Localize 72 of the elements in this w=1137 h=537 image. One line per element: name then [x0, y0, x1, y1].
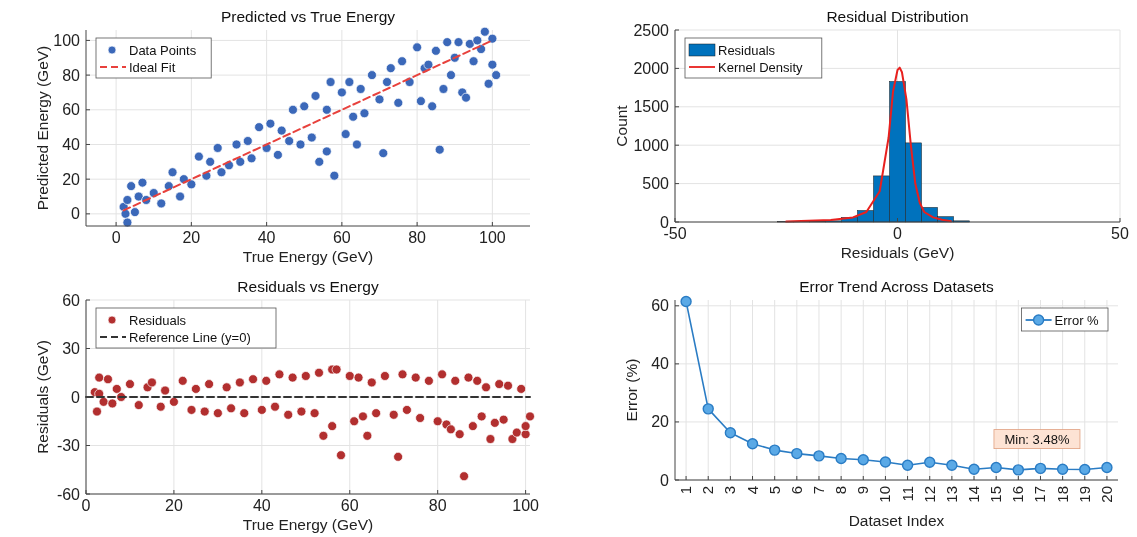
x-tick-label: 1 [677, 486, 695, 495]
x-tick-label: 6 [787, 486, 805, 495]
y-axis-title: Error (%) [623, 358, 640, 422]
x-tick-label: 7 [809, 486, 827, 495]
x-tick-label: 19 [1075, 486, 1093, 503]
chart-title: Residual Distribution [826, 8, 969, 25]
x-tick-label: 20 [1097, 486, 1115, 503]
x-axis-title: Dataset Index [848, 512, 945, 529]
x-tick-label: 20 [182, 229, 201, 246]
x-axis-title: Residuals (GeV) [840, 244, 955, 261]
y-tick-label: 0 [71, 388, 81, 406]
y-tick-label: 60 [651, 297, 670, 315]
x-tick-label: 40 [252, 497, 271, 514]
x-tick-label: 8 [832, 486, 850, 495]
chart-title: Error Trend Across Datasets [799, 278, 995, 295]
y-tick-label: -30 [56, 437, 81, 454]
x-tick-label: 14 [965, 486, 983, 503]
legend-label: Ideal Fit [129, 59, 176, 75]
y-axis-title: Residuals (GeV) [34, 340, 51, 454]
x-tick-label: 17 [1031, 486, 1049, 503]
legend-label: Residuals [129, 312, 187, 328]
y-tick-label: 60 [62, 101, 81, 119]
x-tick-label: 60 [332, 229, 351, 246]
x-tick-label: 50 [1111, 225, 1129, 242]
y-tick-label: 40 [62, 135, 81, 153]
x-tick-label: 80 [428, 497, 447, 514]
x-tick-label: 5 [765, 486, 783, 495]
legend-label: Reference Line (y=0) [129, 329, 251, 345]
y-tick-label: 1500 [633, 98, 670, 116]
x-tick-label: 18 [1053, 486, 1071, 503]
x-tick-label: 11 [898, 486, 916, 502]
y-tick-label: 20 [651, 413, 670, 431]
legend-label: Data Points [129, 42, 197, 58]
y-tick-label: 2500 [633, 21, 670, 39]
x-tick-label: 20 [165, 497, 183, 514]
y-tick-label: 500 [642, 175, 670, 193]
y-tick-label: 40 [651, 355, 670, 373]
x-tick-label: 0 [111, 229, 121, 246]
chart-title: Predicted vs True Energy [220, 8, 396, 25]
x-tick-label: 0 [893, 225, 903, 242]
x-axis-title: True Energy (GeV) [242, 248, 374, 265]
x-tick-label: 10 [876, 486, 894, 503]
legend-label: Kernel Density [718, 59, 804, 75]
x-tick-label: 16 [1009, 486, 1027, 503]
y-tick-label: 60 [62, 291, 81, 309]
y-tick-label: 80 [62, 66, 81, 84]
y-axis-title: Count [613, 104, 630, 147]
x-tick-label: 9 [854, 486, 872, 495]
x-tick-label: 13 [942, 486, 960, 503]
y-tick-label: 1000 [633, 136, 670, 154]
y-tick-label: 100 [53, 31, 81, 49]
y-tick-label: 2000 [633, 59, 670, 77]
x-tick-label: 80 [408, 229, 427, 246]
x-tick-label: 15 [987, 486, 1005, 503]
x-tick-label: 60 [340, 497, 359, 514]
y-tick-label: -60 [56, 485, 81, 503]
legend-label: Residuals [718, 42, 776, 58]
x-tick-label: 3 [721, 486, 739, 495]
legend-label: Error % [1054, 312, 1100, 328]
y-tick-label: 0 [71, 205, 81, 223]
x-tick-label: 40 [257, 229, 276, 246]
x-axis-title: True Energy (GeV) [242, 516, 374, 533]
annotation: Min: 3.48% [1004, 431, 1070, 447]
y-tick-label: 30 [62, 340, 81, 357]
x-tick-label: 2 [699, 486, 717, 495]
y-axis-title: Predicted Energy (GeV) [34, 45, 51, 211]
y-tick-label: 20 [62, 170, 81, 188]
x-tick-label: 100 [479, 229, 506, 246]
chart-title: Residuals vs Energy [237, 278, 379, 295]
x-tick-label: 12 [920, 486, 938, 503]
x-tick-label: 4 [743, 486, 761, 495]
x-tick-label: 100 [512, 497, 540, 514]
